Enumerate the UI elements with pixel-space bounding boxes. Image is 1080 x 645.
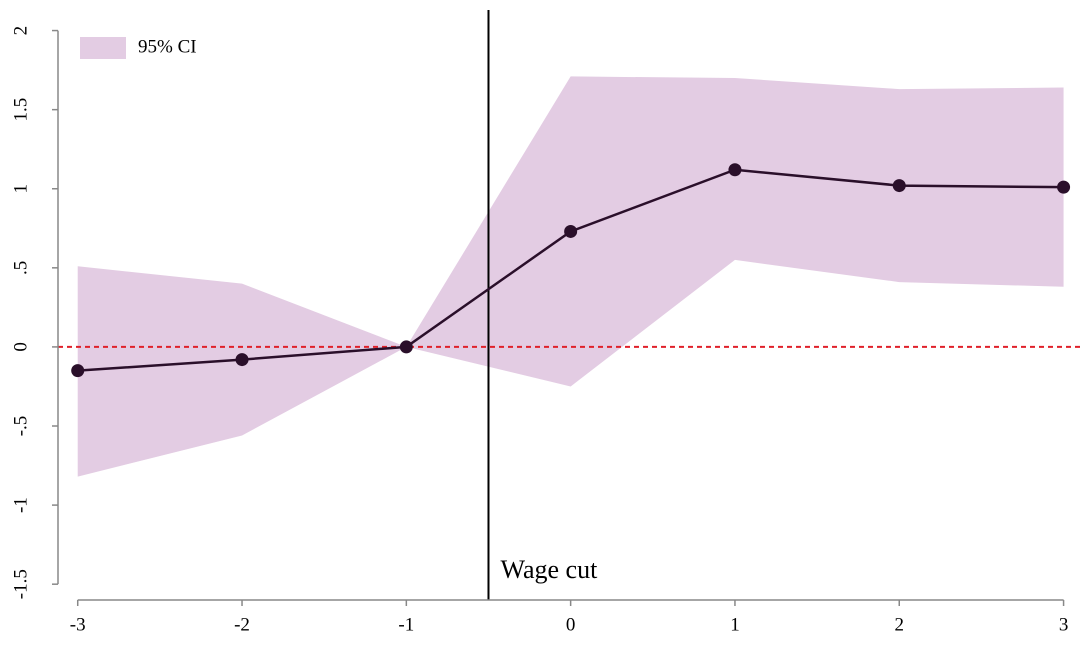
x-tick-label: 0 — [566, 614, 576, 635]
x-tick-label: -2 — [234, 614, 250, 635]
y-tick-label: -.5 — [10, 416, 31, 437]
estimate-point — [564, 224, 578, 238]
x-tick-label: 2 — [895, 614, 905, 635]
ci-band — [77, 76, 1064, 477]
estimate-point — [728, 163, 742, 177]
x-tick-label: 3 — [1059, 614, 1069, 635]
estimate-point — [235, 353, 249, 367]
x-tick-label: -1 — [398, 614, 414, 635]
y-tick-label: 0 — [10, 342, 31, 352]
estimate-point — [1057, 180, 1071, 194]
x-tick-label: 1 — [730, 614, 740, 635]
y-tick-label: -1.5 — [10, 569, 31, 599]
y-tick-label: 1.5 — [10, 98, 31, 122]
y-tick-label: -1 — [10, 497, 31, 513]
x-tick-label: -3 — [70, 614, 86, 635]
y-tick-label: 2 — [10, 26, 31, 36]
y-tick-label: 1 — [10, 184, 31, 194]
legend-label: 95% CI — [138, 36, 197, 57]
estimate-point — [892, 179, 906, 193]
y-tick-label: .5 — [10, 261, 31, 275]
estimate-point — [71, 364, 85, 378]
estimate-point — [399, 340, 413, 354]
legend-swatch — [80, 37, 126, 59]
event-label: Wage cut — [500, 555, 598, 584]
